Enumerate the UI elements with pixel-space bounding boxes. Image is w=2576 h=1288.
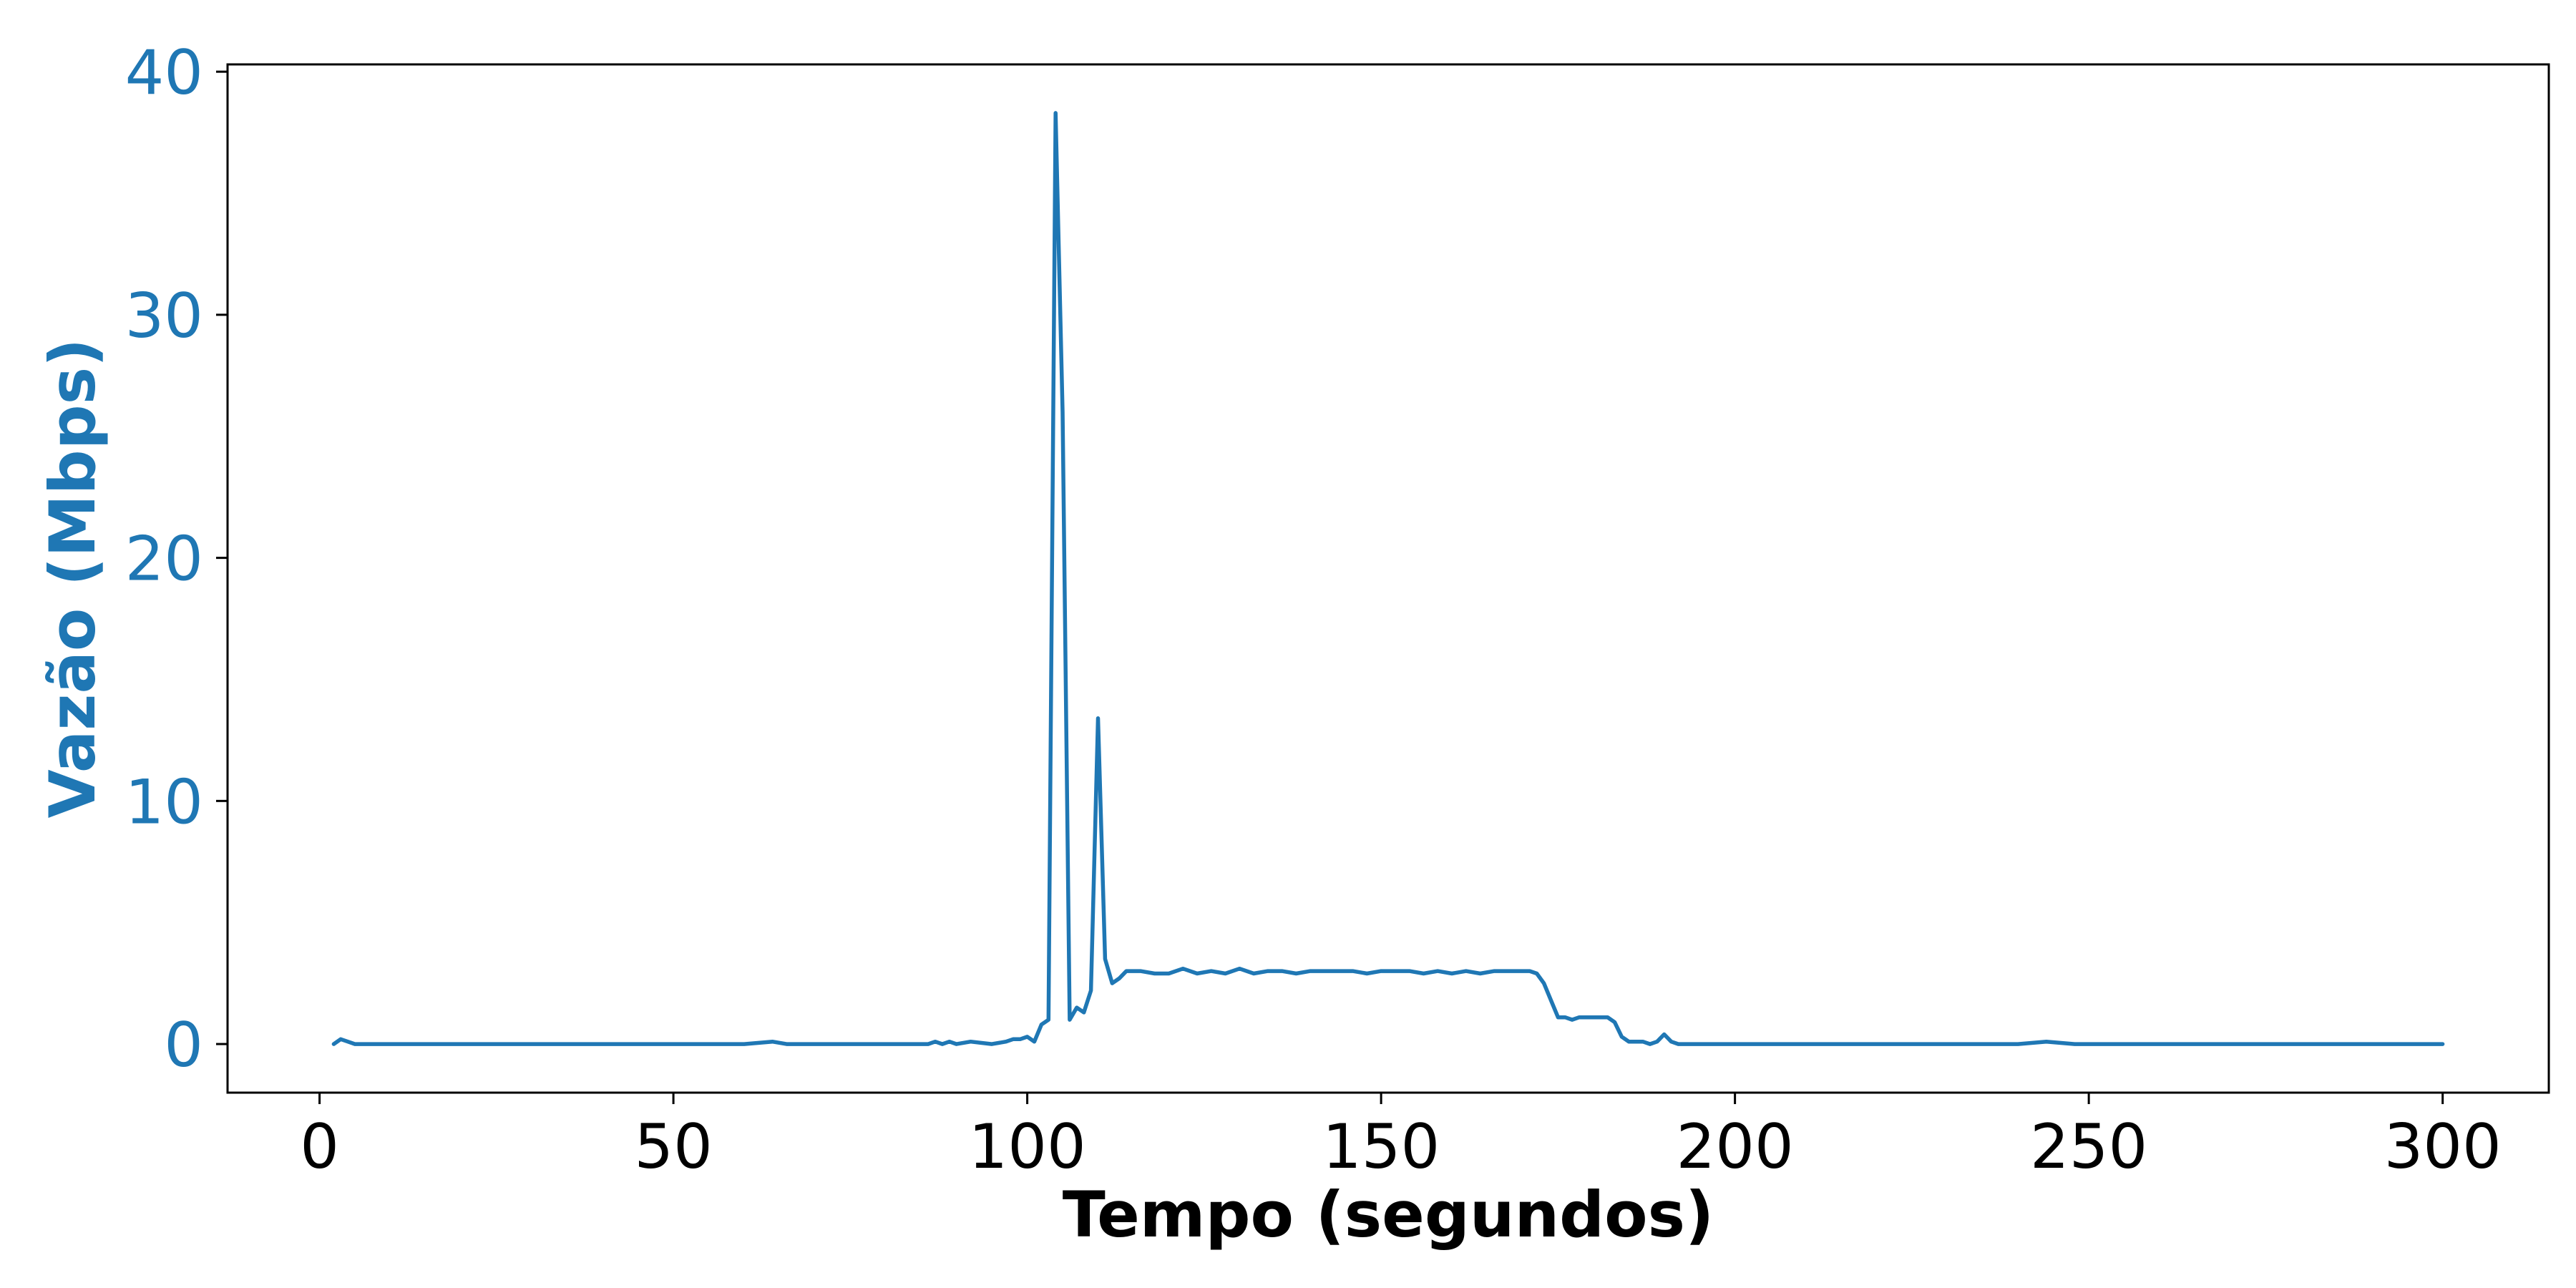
x-tick-label: 200 [1677, 1111, 1794, 1183]
y-axis-title: Vazão (Mbps) [36, 338, 109, 819]
x-tick-label: 300 [2384, 1111, 2502, 1183]
x-tick-label: 0 [300, 1111, 339, 1183]
x-tick-label: 50 [634, 1111, 712, 1183]
series-line [331, 111, 2445, 1046]
y-tick-label: 30 [125, 280, 203, 352]
x-tick-label: 150 [1322, 1111, 1440, 1183]
y-tick-label: 40 [125, 37, 203, 109]
x-axis-title: Tempo (segundos) [1063, 1178, 1714, 1252]
y-tick-label: 0 [164, 1010, 203, 1081]
x-tick-label: 100 [969, 1111, 1086, 1183]
x-axis: 0 50 100 150 200 250 300 [300, 1093, 2502, 1183]
y-tick-label: 20 [125, 524, 203, 595]
y-tick-label: 10 [125, 766, 203, 838]
y-axis: 0 10 20 30 40 [125, 37, 228, 1081]
x-tick-label: 250 [2030, 1111, 2147, 1183]
plot-frame [226, 63, 2550, 1094]
